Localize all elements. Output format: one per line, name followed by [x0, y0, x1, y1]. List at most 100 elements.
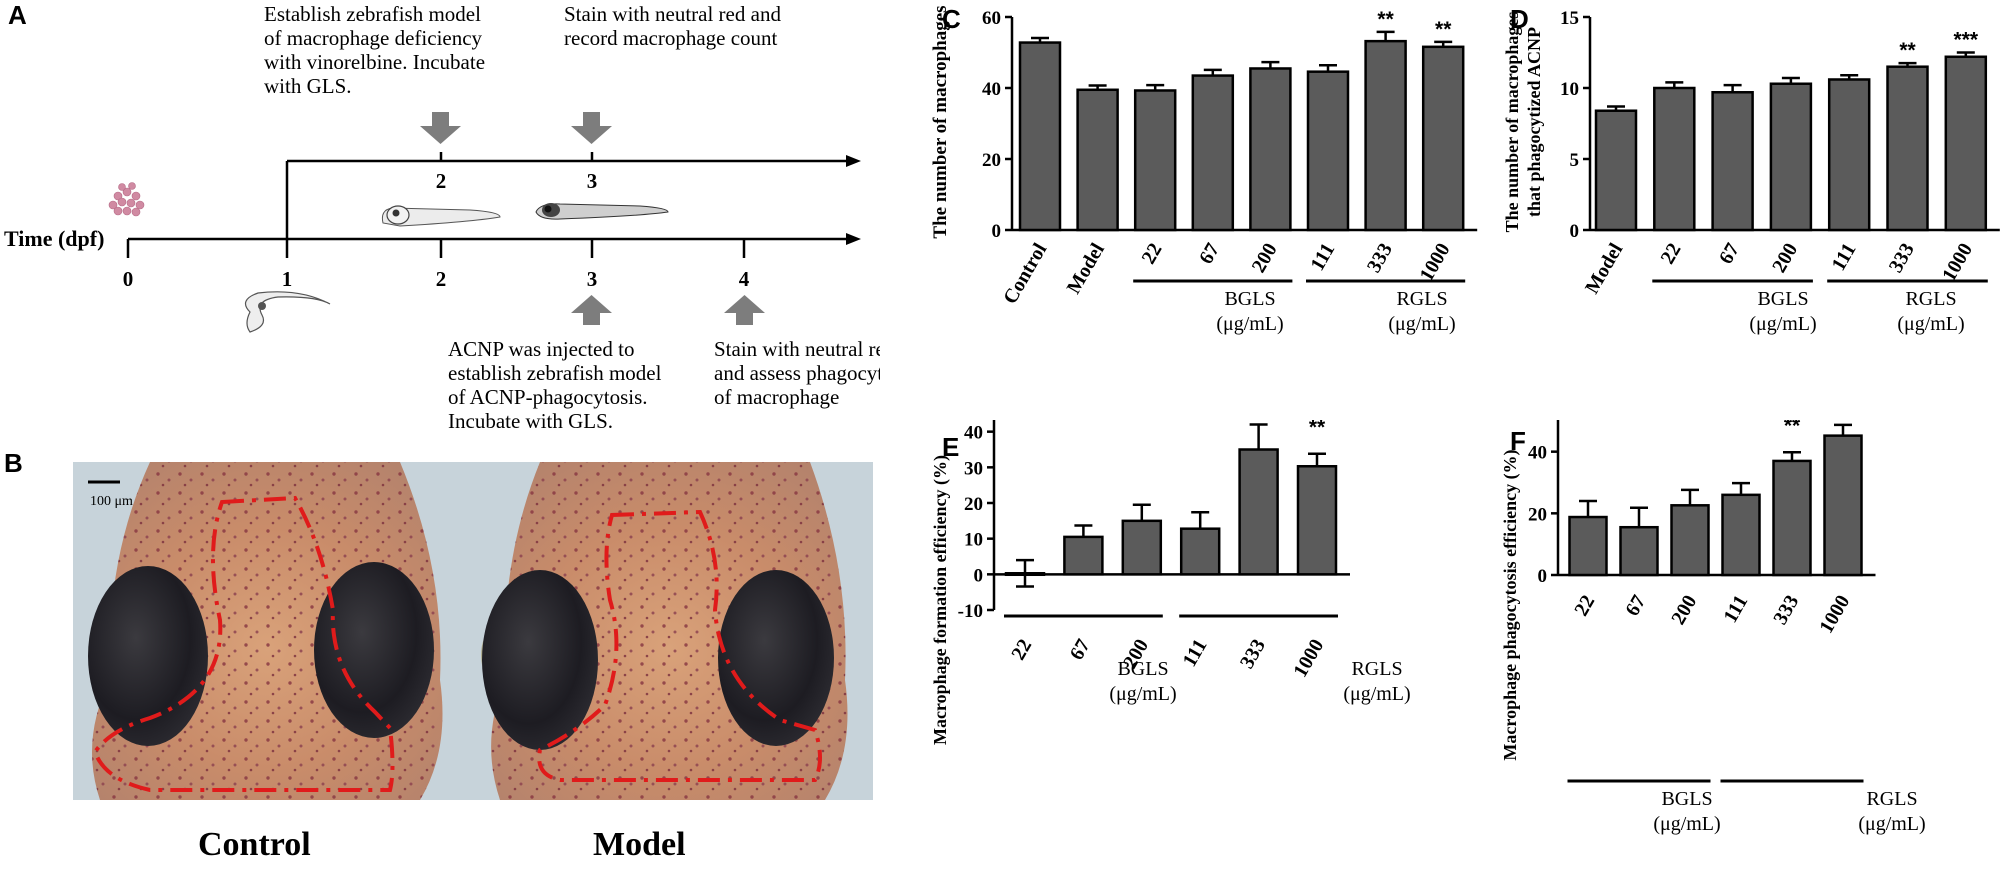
group-label-rgls: RGLS	[1396, 288, 1447, 310]
time-axis-label: Time (dpf)	[4, 226, 104, 251]
y-tick-label: 20	[1528, 504, 1547, 525]
category-label: 200	[1248, 240, 1282, 277]
category-label: 22	[1657, 240, 1686, 268]
category-label: 1000	[1938, 240, 1977, 286]
panel-label-b: B	[4, 450, 23, 478]
y-tick-label: 30	[964, 458, 983, 479]
y-tick-label: 40	[982, 79, 1001, 100]
group-label-bgls: BGLS	[1117, 658, 1168, 680]
bar-1000	[1296, 465, 1338, 576]
y-tick-label: 10	[964, 530, 983, 551]
bar-67	[1619, 525, 1659, 577]
panel-label-a: A	[8, 0, 27, 30]
category-label: 67	[1195, 240, 1224, 268]
y-tick-label: 15	[1560, 8, 1579, 29]
timeline-diagram: A Establish zebrafish model of macrophag…	[4, 0, 880, 433]
down-arrow-icon	[571, 112, 612, 144]
group-unit-bgls: (μg/mL)	[1216, 313, 1283, 335]
category-label: 1000	[1289, 636, 1328, 682]
down-arrow-icon	[420, 112, 461, 144]
main-axis-arrowhead	[846, 233, 861, 245]
y-tick-label: 0	[974, 565, 984, 586]
category-label: 22	[1570, 592, 1599, 620]
group-unit-rgls: (μg/mL)	[1858, 813, 1925, 835]
chart-panel-c: C The number of macrophages 0 20 40 60 Contr…	[930, 4, 1478, 335]
y-tick-label: 5	[1570, 150, 1580, 171]
category-label: 111	[1306, 240, 1339, 275]
control-caption: Control	[198, 826, 311, 863]
upper-axis-arrowhead	[846, 155, 861, 167]
significance-marker: **	[1309, 420, 1326, 439]
larva-2dpf-icon	[381, 205, 501, 227]
significance-marker: **	[1435, 18, 1452, 41]
svg-text:The number of macrophages: The number of macrophages	[1502, 12, 1522, 233]
category-label: 333	[1236, 636, 1270, 673]
bar-333	[1886, 65, 1929, 232]
bar-67	[1711, 91, 1754, 232]
bar-67	[1191, 74, 1235, 232]
category-label: 333	[1769, 592, 1803, 629]
group-label-rgls: RGLS	[1351, 658, 1402, 680]
group-unit-bgls: (μg/mL)	[1109, 683, 1176, 705]
embryo-cluster-icon	[108, 182, 145, 217]
category-label: 111	[1828, 240, 1861, 275]
group-unit-rgls: (μg/mL)	[1897, 313, 1964, 335]
tick-label-2: 2	[436, 267, 447, 291]
note-vinorelbine: Establish zebrafish model of macrophage …	[264, 2, 490, 98]
bar-1000	[1421, 45, 1465, 232]
significance-marker: ***	[1954, 29, 1979, 52]
bar-200	[1670, 504, 1710, 577]
group-unit-rgls: (μg/mL)	[1388, 313, 1455, 335]
tick-label-1: 1	[282, 267, 293, 291]
tick-label-0: 0	[123, 267, 134, 291]
category-label: 1000	[1415, 240, 1454, 286]
group-label-rgls: RGLS	[1905, 288, 1956, 310]
y-tick-label: 10	[1560, 79, 1579, 100]
y-tick-label: 0	[992, 221, 1002, 242]
significance-marker: **	[1899, 39, 1916, 62]
bar-111	[1721, 493, 1761, 577]
panel-label-e: E	[942, 432, 959, 462]
y-axis-label: The number of macrophages	[930, 5, 951, 238]
tick-label-3: 3	[587, 267, 598, 291]
bar-333	[1364, 39, 1407, 232]
model-photo	[473, 462, 873, 800]
group-unit-bgls: (μg/mL)	[1749, 313, 1816, 335]
scale-bar-label: 100 μm	[90, 494, 133, 509]
note-acnp-injection: ACNP was injected to establish zebrafish…	[448, 337, 667, 433]
larva-3dpf-icon	[535, 203, 669, 220]
panel-label-f: F	[1510, 426, 1526, 456]
upper-tick-label: 3	[587, 169, 598, 193]
y-tick-label: 40	[1528, 443, 1547, 464]
category-label: 111	[1719, 592, 1752, 627]
panel-label-d: D	[1510, 4, 1529, 34]
y-axis-label: Macrophage formation efficiency (%)	[930, 455, 951, 745]
category-label: Model	[1063, 239, 1109, 298]
chart-panel-f: F Macrophage phagocytosis efficiency (%)…	[1500, 420, 1926, 835]
y-tick-label: 60	[982, 8, 1001, 29]
category-label: 333	[1885, 240, 1919, 277]
bar-67	[1063, 535, 1104, 576]
chart-panel-d: D The number of macrophages that phagocy…	[1502, 4, 2000, 335]
bar-1000	[1823, 434, 1863, 577]
y-tick-label: 40	[964, 423, 983, 444]
group-label-rgls: RGLS	[1866, 788, 1917, 810]
bar-22	[1568, 515, 1608, 577]
tick-label-4: 4	[739, 267, 750, 291]
category-label: 67	[1621, 592, 1650, 620]
y-tick-label: 20	[964, 494, 983, 515]
upper-tick-label: 2	[436, 169, 447, 193]
y-tick-label: 20	[982, 150, 1001, 171]
group-unit-rgls: (μg/mL)	[1343, 683, 1410, 705]
category-label: 333	[1363, 240, 1397, 277]
category-label: 1000	[1815, 592, 1854, 638]
category-label: Control	[999, 239, 1051, 308]
category-label: 22	[1137, 240, 1166, 268]
group-label-bgls: BGLS	[1757, 288, 1808, 310]
bar-111	[1306, 70, 1350, 232]
y-tick-label: 0	[1570, 221, 1580, 242]
svg-text:that phagocytized ACNP: that phagocytized ACNP	[1524, 27, 1544, 217]
bar-Model	[1076, 88, 1119, 232]
bar-333	[1772, 459, 1812, 577]
significance-marker: **	[1377, 8, 1394, 31]
